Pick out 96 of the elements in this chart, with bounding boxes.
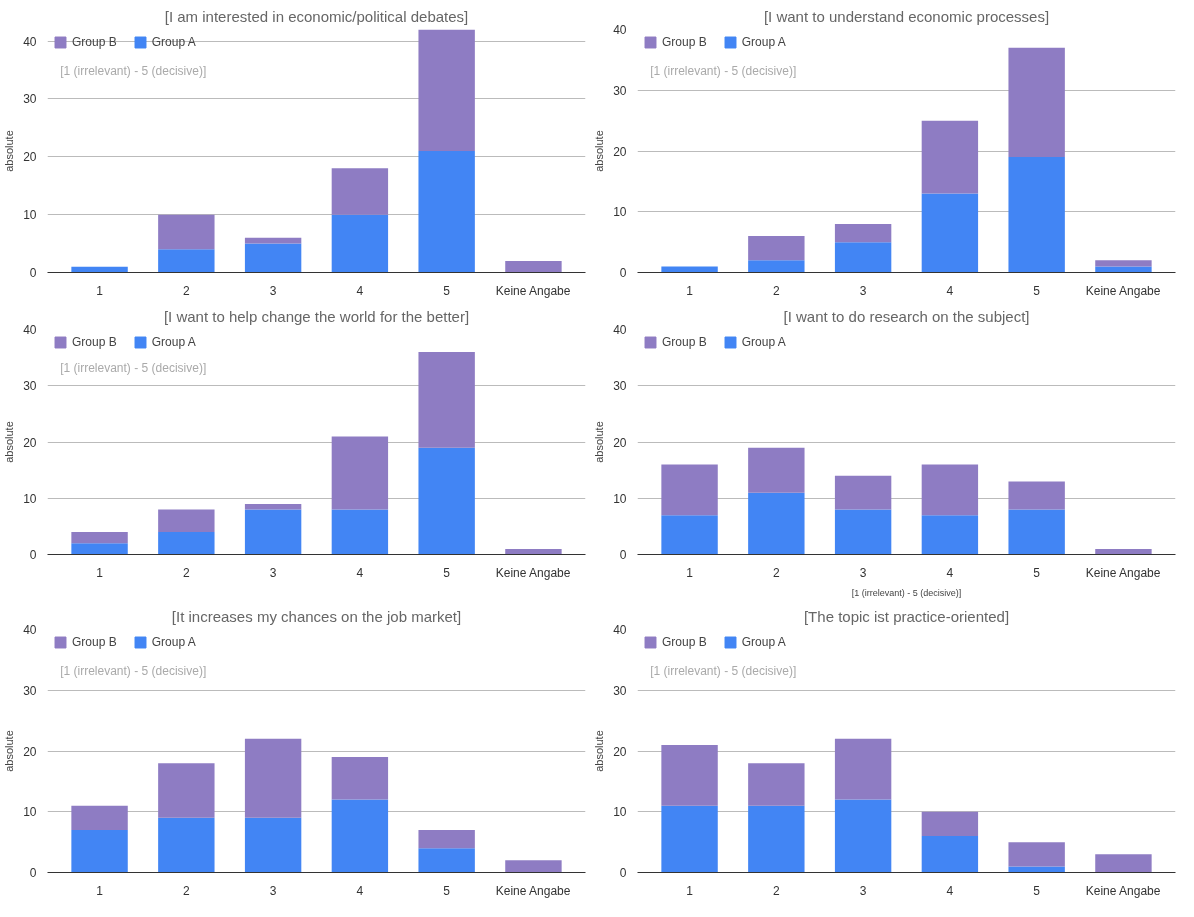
x-tick-label: 1 xyxy=(96,883,104,898)
y-tick-label: 0 xyxy=(29,548,37,562)
x-tick-label: 4 xyxy=(946,565,954,580)
y-tick-label: 10 xyxy=(23,491,37,506)
y-tick-label: 30 xyxy=(613,683,627,698)
y-tick-label: 20 xyxy=(23,435,37,450)
x-tick-label: 5 xyxy=(1033,883,1041,898)
x-tick-label: 3 xyxy=(859,283,867,298)
y-tick-label: 30 xyxy=(613,83,627,98)
y-tick-label: 0 xyxy=(29,866,37,880)
y-tick-label: 40 xyxy=(23,323,37,337)
x-tick-label: 3 xyxy=(859,565,867,580)
x-tick-label: 4 xyxy=(356,283,364,298)
legend-label: Group A xyxy=(151,35,196,49)
x-tick-label: 5 xyxy=(1033,565,1041,580)
chart-title: [It increases my chances on the job market] xyxy=(171,607,462,625)
x-tick-label: 2 xyxy=(773,283,780,298)
y-axis-title: absolute xyxy=(593,421,606,463)
y-tick-label: 20 xyxy=(613,144,627,159)
x-tick-label: 4 xyxy=(356,565,364,580)
annotation: [1 (irrelevant) - 5 (decisive)] xyxy=(650,664,797,679)
annotation: [1 (irrelevant) - 5 (decisive)] xyxy=(650,64,797,79)
y-tick-label: 0 xyxy=(29,266,37,280)
x-tick-label: 3 xyxy=(269,565,277,580)
y-tick-label: 20 xyxy=(23,150,37,165)
x-tick-label: 1 xyxy=(686,883,694,898)
legend-label: Group B xyxy=(662,635,707,649)
x-tick-label: 5 xyxy=(1033,283,1041,298)
x-tick-label: Keine Angabe xyxy=(1085,565,1161,580)
y-axis-title: absolute xyxy=(3,421,16,463)
y-tick-label: 30 xyxy=(23,379,37,394)
y-tick-label: 20 xyxy=(613,744,627,759)
x-tick-label: 3 xyxy=(269,283,277,298)
y-tick-label: 30 xyxy=(613,379,627,394)
y-tick-label: 30 xyxy=(23,683,37,698)
x-tick-label: 1 xyxy=(96,565,104,580)
x-tick-label: Keine Angabe xyxy=(495,283,571,298)
y-tick-label: 40 xyxy=(613,623,627,637)
x-tick-label: 5 xyxy=(443,565,451,580)
legend-label: Group B xyxy=(72,35,117,49)
annotation: [1 (irrelevant) - 5 (decisive)] xyxy=(60,664,207,679)
y-tick-label: 10 xyxy=(613,805,627,820)
x-tick-label: Keine Angabe xyxy=(495,565,571,580)
legend-label: Group B xyxy=(662,335,707,349)
x-tick-label: 2 xyxy=(773,565,780,580)
y-tick-label: 0 xyxy=(619,866,627,880)
chart-title: [I want to do research on the subject] xyxy=(783,307,1030,325)
x-tick-label: 2 xyxy=(773,883,780,898)
chart-title: [I want to understand economic processes] xyxy=(763,7,1050,25)
x-axis-title: [1 (irrelevant) - 5 (decisive)] xyxy=(851,587,962,598)
y-tick-label: 0 xyxy=(619,548,627,562)
legend-label: Group A xyxy=(151,335,196,349)
x-tick-label: 5 xyxy=(443,283,451,298)
chart-title: [I am interested in economic/political debates] xyxy=(164,7,469,25)
x-tick-label: 2 xyxy=(183,283,190,298)
y-tick-label: 20 xyxy=(23,744,37,759)
y-tick-label: 10 xyxy=(23,805,37,820)
y-tick-label: 10 xyxy=(23,208,37,223)
y-tick-label: 40 xyxy=(613,23,627,37)
x-tick-label: 4 xyxy=(946,283,954,298)
legend-label: Group A xyxy=(151,635,196,649)
legend-label: Group B xyxy=(72,635,117,649)
y-axis-title: absolute xyxy=(593,730,606,772)
x-tick-label: 1 xyxy=(96,283,104,298)
y-axis-title: absolute xyxy=(593,130,606,172)
chart-title: [I want to help change the world for the better] xyxy=(163,307,470,325)
legend-label: Group A xyxy=(741,635,786,649)
y-tick-label: 10 xyxy=(613,205,627,220)
y-tick-label: 10 xyxy=(613,491,627,506)
legend-label: Group B xyxy=(662,35,707,49)
x-tick-label: 3 xyxy=(269,883,277,898)
annotation: [1 (irrelevant) - 5 (decisive)] xyxy=(60,360,207,375)
legend-label: Group A xyxy=(741,335,786,349)
x-tick-label: 1 xyxy=(686,283,694,298)
x-tick-label: 4 xyxy=(356,883,364,898)
x-tick-label: 4 xyxy=(946,883,954,898)
y-tick-label: 0 xyxy=(619,266,627,280)
y-tick-label: 40 xyxy=(613,323,627,337)
x-tick-label: 5 xyxy=(443,883,451,898)
x-tick-label: Keine Angabe xyxy=(495,883,571,898)
x-tick-label: 2 xyxy=(183,565,190,580)
x-tick-label: 3 xyxy=(859,883,867,898)
x-tick-label: 1 xyxy=(686,565,694,580)
annotation: [1 (irrelevant) - 5 (decisive)] xyxy=(60,64,207,79)
y-tick-label: 40 xyxy=(23,34,37,49)
y-tick-label: 30 xyxy=(23,92,37,107)
legend-label: Group B xyxy=(72,335,117,349)
x-tick-label: 2 xyxy=(183,883,190,898)
y-axis-title: absolute xyxy=(3,130,16,172)
y-tick-label: 40 xyxy=(23,623,37,637)
y-tick-label: 20 xyxy=(613,435,627,450)
legend-label: Group A xyxy=(741,35,786,49)
y-axis-title: absolute xyxy=(3,730,16,772)
chart-title: [The topic ist practice-oriented] xyxy=(803,607,1010,625)
x-tick-label: Keine Angabe xyxy=(1085,283,1161,298)
x-tick-label: Keine Angabe xyxy=(1085,883,1161,898)
